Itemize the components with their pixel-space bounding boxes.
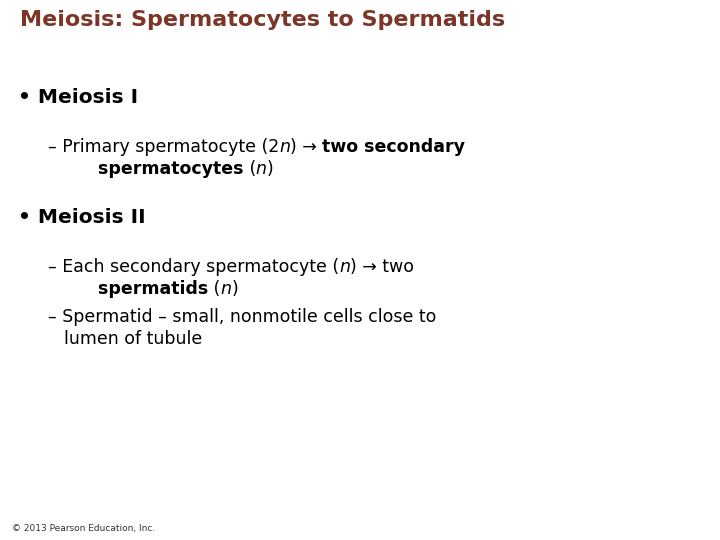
- Text: lumen of tubule: lumen of tubule: [64, 330, 202, 348]
- Text: n: n: [339, 258, 350, 276]
- Text: ): ): [266, 160, 274, 178]
- Text: n: n: [279, 138, 290, 156]
- Text: spermatids: spermatids: [56, 280, 208, 298]
- Text: • Meiosis I: • Meiosis I: [18, 88, 138, 107]
- Text: – Spermatid – small, nonmotile cells close to: – Spermatid – small, nonmotile cells clo…: [48, 308, 436, 326]
- Text: ) → two: ) → two: [350, 258, 414, 276]
- Text: ) →: ) →: [290, 138, 323, 156]
- Text: (: (: [208, 280, 220, 298]
- Text: – Primary spermatocyte (2: – Primary spermatocyte (2: [48, 138, 279, 156]
- Text: © 2013 Pearson Education, Inc.: © 2013 Pearson Education, Inc.: [12, 524, 156, 533]
- Text: n: n: [220, 280, 232, 298]
- Text: (: (: [243, 160, 256, 178]
- Text: n: n: [256, 160, 266, 178]
- Text: • Meiosis II: • Meiosis II: [18, 208, 145, 227]
- Text: spermatocytes: spermatocytes: [56, 160, 243, 178]
- Text: ): ): [232, 280, 238, 298]
- Text: two secondary: two secondary: [323, 138, 466, 156]
- Text: Meiosis: Spermatocytes to Spermatids: Meiosis: Spermatocytes to Spermatids: [20, 10, 505, 30]
- Text: – Each secondary spermatocyte (: – Each secondary spermatocyte (: [48, 258, 339, 276]
